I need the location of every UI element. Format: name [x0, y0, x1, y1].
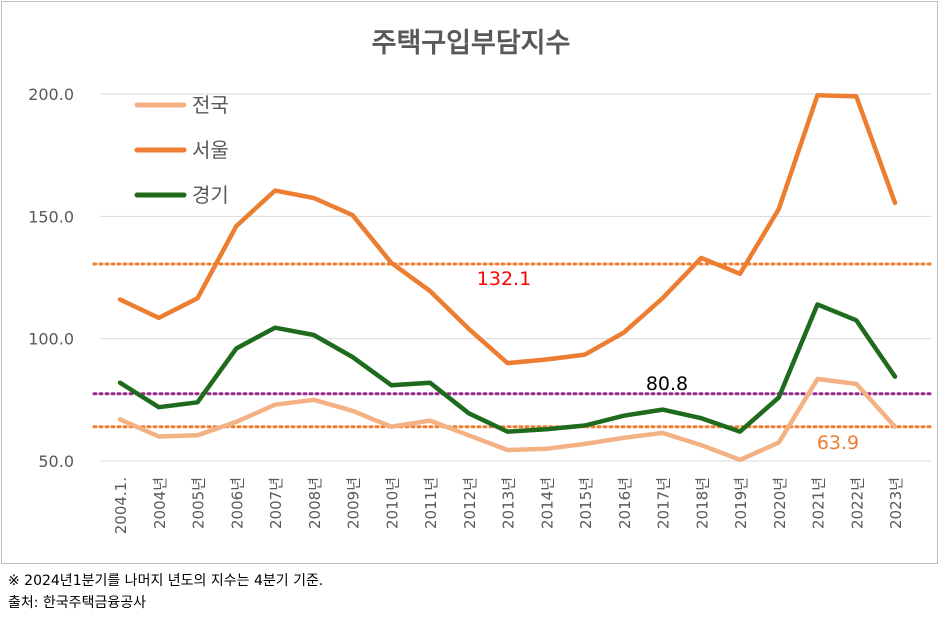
series-line-경기 [117, 302, 898, 434]
x-tick-label: 2004년 [151, 477, 169, 529]
x-tick-label: 2009년 [345, 477, 363, 529]
legend-label: 경기 [192, 183, 229, 207]
series-line-전국 [117, 376, 898, 463]
footnote-note: ※ 2024년1분기를 나머지 년도의 지수는 4분기 기준. [8, 573, 324, 589]
x-tick-label: 2010년 [383, 477, 401, 529]
footnote-source: 출처: 한국주택금융공사 [8, 595, 146, 611]
y-tick-label: 200.0 [28, 85, 74, 104]
reference-lines: 132.1 80.8 63.9 [92, 262, 933, 454]
x-tick-label: 2012년 [461, 477, 479, 529]
legend-label: 전국 [192, 93, 229, 117]
x-tick-label: 2007년 [267, 477, 285, 529]
x-tick-label: 2020년 [771, 477, 789, 529]
legend-label: 서울 [192, 138, 229, 162]
x-tick-label: 2018년 [693, 477, 711, 529]
series-line-서울 [117, 92, 898, 366]
x-tick-label: 2014년 [538, 477, 556, 529]
grid-lines [100, 93, 931, 462]
y-tick-label: 150.0 [28, 207, 74, 226]
y-tick-label: 100.0 [28, 330, 74, 349]
x-tick-label: 2008년 [306, 477, 324, 529]
x-tick-label: 2011년 [422, 477, 440, 529]
x-tick-label: 2016년 [616, 477, 634, 529]
x-tick-label: 2013년 [500, 477, 518, 529]
x-axis-labels: 2004.1. 2004년 2005년 2006년 2007년 2008년 2009년 201… [112, 477, 905, 534]
x-tick-label: 2019년 [732, 477, 750, 529]
x-tick-label: 2006년 [228, 477, 246, 529]
y-tick-label: 50.0 [38, 452, 74, 471]
series-lines [117, 92, 898, 463]
reference-label: 63.9 [817, 432, 859, 454]
reference-label: 80.8 [646, 373, 688, 395]
y-axis-labels: 50.0 100.0 150.0 200.0 [28, 85, 74, 471]
chart-title: 주택구입부담지수 [372, 28, 571, 59]
x-tick-label: 2004.1. [112, 477, 130, 534]
chart-frame: 주택구입부담지수 50.0 100.0 150.0 200.0 2004.1. 2004… [1, 1, 938, 564]
x-tick-label: 2021년 [810, 477, 828, 529]
x-tick-label: 2023년 [887, 477, 905, 529]
reference-label: 132.1 [477, 268, 531, 290]
x-tick-label: 2015년 [577, 477, 595, 529]
x-tick-label: 2005년 [190, 477, 208, 529]
x-tick-label: 2022년 [848, 477, 866, 529]
x-tick-label: 2017년 [655, 477, 673, 529]
